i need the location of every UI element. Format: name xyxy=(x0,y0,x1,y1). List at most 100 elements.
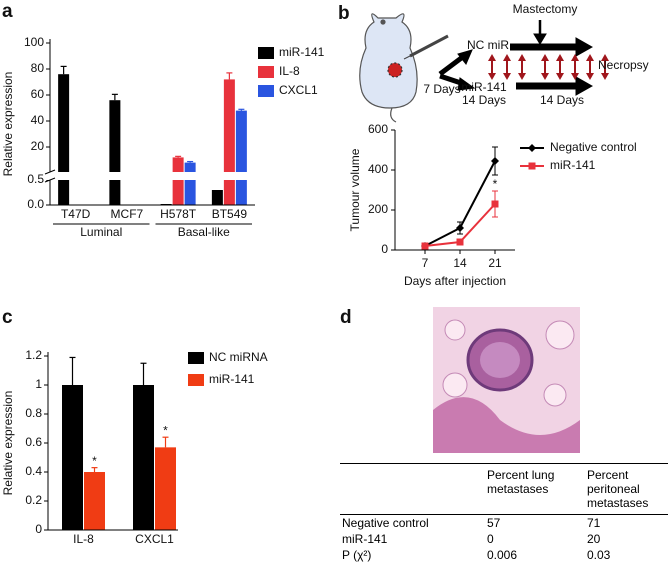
bar xyxy=(184,162,196,205)
x-tick-label: 7 xyxy=(422,256,429,270)
point xyxy=(491,157,499,165)
diagram-label: 14 Days xyxy=(540,93,584,107)
significance-mark: * xyxy=(163,423,168,437)
bar xyxy=(235,110,247,205)
table-cell: 57 xyxy=(487,516,501,530)
table-row: miR-141 0 20 xyxy=(340,531,668,547)
table-row: P (χ²) 0.006 0.03 xyxy=(340,547,668,563)
timeline-arrows xyxy=(438,20,594,96)
alveolus xyxy=(543,383,567,407)
bar xyxy=(109,100,121,205)
diagram-label: 7 Days xyxy=(423,82,460,96)
legend-swatch xyxy=(258,85,274,97)
legend-marker xyxy=(528,144,536,152)
table-body: Negative control 57 71 miR-141 0 20 P (χ²) 0.00… xyxy=(340,515,668,563)
y-tick-label: 1.2 xyxy=(25,348,42,362)
arrow-head xyxy=(571,73,579,80)
tissue xyxy=(433,397,580,453)
bar xyxy=(155,447,176,530)
y-tick-label: 0.0 xyxy=(27,197,44,211)
arrow-head xyxy=(541,54,549,61)
legend-swatch xyxy=(258,66,274,78)
point xyxy=(421,242,429,250)
x-tick-label: T47D xyxy=(61,207,91,221)
point xyxy=(491,200,499,208)
arrow-head xyxy=(586,54,594,61)
bar xyxy=(133,385,154,530)
alveolus xyxy=(442,372,468,398)
mouse-schematic xyxy=(359,13,449,123)
arrow-head xyxy=(518,73,526,80)
arrow-head xyxy=(571,54,579,61)
x-tick-label: MCF7 xyxy=(111,207,144,221)
arrow-head xyxy=(601,73,609,80)
legend-label: miR-141 xyxy=(279,45,325,59)
table-cell: P (χ²) xyxy=(342,548,372,562)
tumour xyxy=(387,62,403,78)
x-tick-label: 21 xyxy=(488,256,502,270)
y-tick-label: 20 xyxy=(31,139,45,153)
y-tick-label: 0.5 xyxy=(27,172,44,186)
bar xyxy=(84,472,105,530)
arrow-head xyxy=(488,54,496,61)
arrow-head xyxy=(575,37,594,57)
diagram-label: 14 Days xyxy=(462,93,506,107)
arrow-head xyxy=(556,73,564,80)
alveolus xyxy=(545,320,575,350)
arrow-head xyxy=(503,54,511,61)
y-tick-label: 600 xyxy=(368,122,388,136)
syringe xyxy=(409,34,449,58)
legend-label: miR-141 xyxy=(209,372,255,386)
diagram-label: Necropsy xyxy=(598,58,649,72)
x-tick-label: H578T xyxy=(160,207,197,221)
significance-mark: * xyxy=(493,177,498,191)
break-mark xyxy=(44,177,56,183)
arrow-head xyxy=(586,73,594,80)
legend-swatch xyxy=(188,352,204,364)
group-label: Luminal xyxy=(80,225,122,239)
significance-mark: * xyxy=(92,454,97,468)
legend-swatch xyxy=(258,47,274,59)
y-axis-label: Tumour volume xyxy=(348,148,362,231)
axis-break-gap xyxy=(44,172,257,180)
panel-letter: b xyxy=(338,3,350,24)
arrow-head xyxy=(575,76,594,96)
header-cell: Percent lung metastases xyxy=(487,468,555,496)
diagram-label: miR-141 xyxy=(461,80,507,94)
arrow-head xyxy=(601,54,609,61)
y-tick-label: 0.2 xyxy=(25,493,42,507)
legend-label: IL-8 xyxy=(279,64,300,78)
legend-label: Negative control xyxy=(550,140,637,154)
arrow-head xyxy=(533,33,547,45)
bar xyxy=(58,74,70,205)
x-axis-label: Days after injection xyxy=(404,274,506,288)
bar xyxy=(211,190,223,205)
bar xyxy=(62,385,83,530)
table-cell: 20 xyxy=(587,532,601,546)
bar xyxy=(223,79,235,205)
break-mark xyxy=(44,169,56,175)
legend-label: CXCL1 xyxy=(279,83,318,97)
arrow-head xyxy=(541,73,549,80)
panel-letter: a xyxy=(2,1,13,22)
legend-label: miR-141 xyxy=(550,158,596,172)
diagram-label: Mastectomy xyxy=(513,2,578,16)
y-tick-label: 100 xyxy=(24,35,44,49)
y-tick-label: 60 xyxy=(31,87,45,101)
mouse-tail xyxy=(390,107,397,123)
point xyxy=(456,238,464,246)
x-tick-label: 14 xyxy=(453,256,467,270)
y-tick-label: 0.6 xyxy=(25,435,42,449)
point xyxy=(456,224,464,232)
table-cell: miR-141 xyxy=(342,532,388,546)
table-header: Percent lung metastases Percent peritone… xyxy=(340,463,668,515)
table-cell: Negative control xyxy=(342,516,429,530)
x-tick-label: CXCL1 xyxy=(135,532,174,546)
y-tick-label: 0.8 xyxy=(25,406,42,420)
legend-swatch xyxy=(188,374,204,386)
bar xyxy=(172,157,184,205)
arrow-head xyxy=(488,73,496,80)
tumour-core xyxy=(480,342,520,378)
